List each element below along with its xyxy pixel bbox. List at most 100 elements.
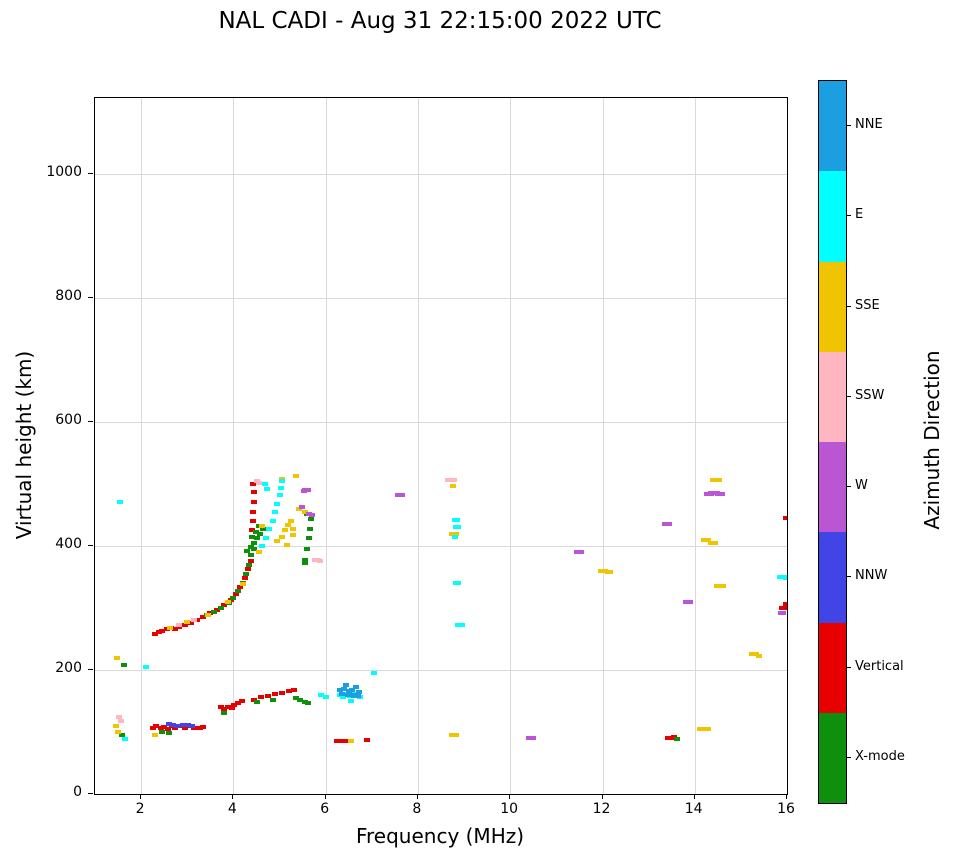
scatter-point [200, 725, 207, 729]
scatter-point [449, 483, 456, 488]
scatter-point [114, 655, 121, 660]
scatter-point [341, 686, 348, 691]
x-tick [232, 794, 234, 799]
scatter-point [674, 737, 681, 742]
scatter-point [288, 519, 295, 524]
scatter-point [152, 632, 158, 636]
scatter-point [258, 695, 265, 700]
y-tick [88, 544, 93, 546]
scatter-point [453, 525, 462, 530]
colorbar-segment-nnw [819, 532, 846, 623]
scatter-point [191, 617, 198, 622]
scatter-point [122, 737, 128, 742]
x-tick [601, 794, 603, 799]
scatter-point [304, 547, 311, 551]
scatter-point [248, 534, 255, 539]
gridline-vertical [141, 98, 143, 794]
y-tick [88, 668, 93, 670]
gridline-horizontal [95, 545, 787, 547]
scatter-point [248, 528, 255, 533]
scatter-point [708, 490, 721, 495]
scatter-point [271, 692, 278, 697]
scatter-point [445, 478, 458, 483]
scatter-point [285, 689, 292, 693]
scatter-point [451, 517, 460, 522]
scatter-point [152, 733, 158, 738]
scatter-point [188, 620, 194, 625]
scatter-point [307, 517, 314, 522]
scatter-point [205, 612, 211, 617]
y-tick [88, 296, 93, 298]
scatter-point [345, 689, 352, 693]
colorbar-segment-nne [819, 81, 846, 172]
scatter-point [282, 528, 289, 533]
scatter-point [259, 524, 265, 528]
x-axis-label: Frequency (MHz) [355, 824, 525, 848]
colorbar-segment-sse [819, 261, 846, 352]
scatter-point [142, 664, 149, 669]
colorbar-tick [847, 215, 851, 217]
y-tick-label: 1000 [46, 163, 82, 180]
scatter-point [289, 526, 296, 531]
scatter-point [230, 596, 237, 600]
grid-layer [95, 98, 787, 794]
scatter-point [338, 691, 345, 696]
x-tick-label: 14 [684, 801, 703, 817]
scatter-point [777, 610, 786, 615]
scatter-point [251, 547, 258, 551]
scatter-point [274, 501, 281, 506]
scatter-point [153, 724, 160, 729]
scatter-point [453, 581, 462, 586]
y-tick [88, 793, 93, 794]
scatter-point [290, 532, 297, 537]
scatter-point [241, 576, 248, 581]
scatter-point [394, 493, 405, 497]
scatter-point [171, 627, 178, 631]
scatter-point [350, 694, 361, 698]
gridline-vertical [694, 98, 696, 794]
scatter-point [262, 535, 269, 540]
scatter-point [158, 730, 165, 734]
scatter-point [317, 559, 324, 564]
gridline-vertical [233, 98, 235, 794]
scatter-point [283, 542, 290, 547]
scatter-point [157, 726, 164, 731]
scatter-point [239, 582, 246, 587]
scatter-point [214, 607, 221, 612]
scatter-point [259, 543, 265, 548]
scatter-point [237, 585, 244, 590]
scatter-point [221, 707, 228, 711]
scatter-point [783, 576, 787, 581]
gridline-horizontal [95, 421, 787, 423]
colorbar-tick-label: W [855, 478, 868, 494]
scatter-point [574, 550, 585, 555]
scatter-point [243, 571, 250, 576]
scatter-point [371, 671, 378, 675]
scatter-point [778, 605, 787, 610]
colorbar-tick-label: NNW [855, 568, 888, 584]
x-tick [786, 794, 787, 799]
colorbar [818, 80, 847, 804]
scatter-point [671, 734, 678, 739]
colorbar-tick [847, 395, 851, 397]
scatter-point [340, 695, 347, 700]
y-tick [88, 420, 93, 422]
scatter-point [301, 557, 308, 562]
scatter-point [278, 534, 285, 539]
gridline-vertical [417, 98, 419, 794]
scatter-point [244, 548, 251, 553]
scatter-point [279, 478, 286, 483]
scatter-point [448, 531, 459, 536]
colorbar-tick-label: X-mode [855, 748, 905, 764]
scatter-points-layer [95, 98, 787, 794]
x-tick-label: 6 [320, 801, 330, 817]
scatter-point [252, 530, 259, 535]
scatter-point [247, 558, 254, 563]
x-tick-label: 8 [412, 801, 422, 817]
scatter-point [245, 562, 252, 567]
scatter-point [307, 526, 313, 531]
x-tick-label: 2 [135, 801, 145, 817]
scatter-point [251, 697, 258, 702]
scatter-point [249, 519, 256, 524]
y-tick-label: 0 [73, 784, 82, 800]
